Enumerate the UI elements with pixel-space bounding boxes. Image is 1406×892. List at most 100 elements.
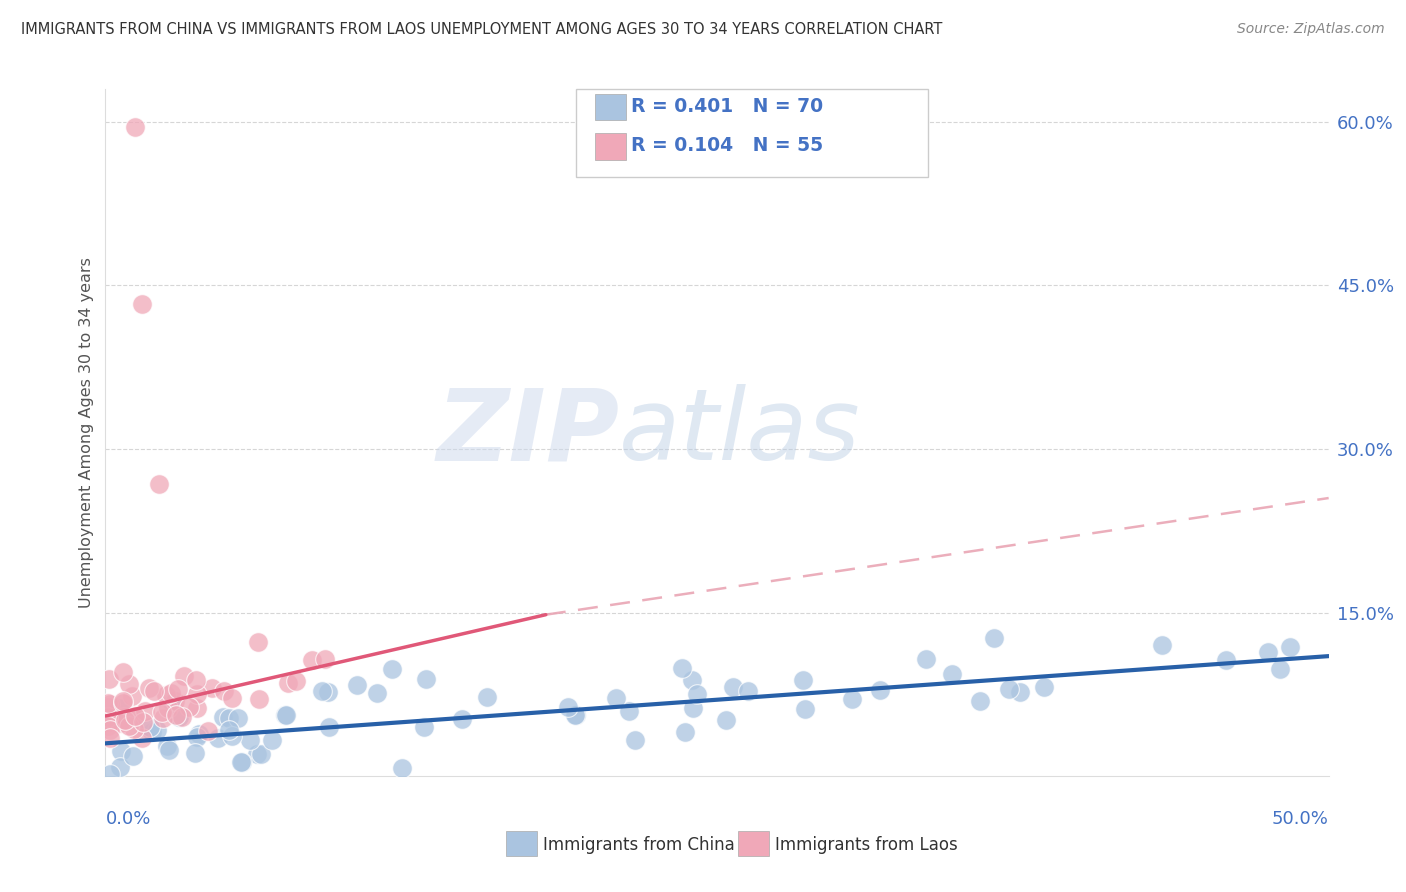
Point	[218, 723, 240, 738]
Point	[247, 635, 270, 649]
Point	[565, 707, 588, 722]
Point	[686, 687, 709, 701]
Point	[619, 704, 641, 718]
Point	[941, 666, 963, 681]
Point	[183, 746, 205, 760]
Point	[737, 683, 759, 698]
Point	[98, 672, 121, 686]
Point	[246, 747, 269, 761]
Point	[214, 684, 236, 698]
Text: 50.0%: 50.0%	[1272, 810, 1329, 829]
Text: R = 0.401   N = 70: R = 0.401 N = 70	[631, 96, 824, 116]
Point	[186, 700, 208, 714]
Point	[121, 690, 143, 704]
Point	[167, 682, 190, 697]
Point	[869, 682, 891, 697]
Point	[624, 733, 647, 747]
Point	[314, 652, 336, 666]
Point	[97, 714, 120, 729]
Point	[98, 731, 121, 746]
Point	[132, 714, 155, 729]
Point	[250, 747, 273, 762]
Point	[226, 711, 249, 725]
Point	[721, 680, 744, 694]
Point	[150, 705, 173, 719]
Point	[97, 696, 120, 710]
Point	[318, 720, 340, 734]
Text: R = 0.104   N = 55: R = 0.104 N = 55	[631, 136, 824, 155]
Point	[605, 690, 627, 705]
Point	[152, 711, 174, 725]
Point	[681, 673, 703, 687]
Text: Source: ZipAtlas.com: Source: ZipAtlas.com	[1237, 22, 1385, 37]
Point	[274, 707, 297, 722]
Point	[165, 708, 187, 723]
Point	[346, 678, 368, 692]
Point	[276, 708, 298, 723]
Point	[186, 687, 208, 701]
Point	[118, 677, 141, 691]
Text: Immigrants from China: Immigrants from China	[543, 836, 734, 854]
Point	[792, 673, 814, 687]
Point	[131, 731, 153, 745]
Point	[915, 652, 938, 666]
Point	[148, 476, 170, 491]
Point	[207, 731, 229, 745]
Point	[165, 693, 187, 707]
Point	[98, 723, 121, 737]
Point	[316, 684, 339, 698]
Point	[98, 697, 121, 711]
Point	[450, 712, 472, 726]
Point	[197, 724, 219, 739]
Point	[221, 729, 243, 743]
Point	[170, 710, 193, 724]
Point	[122, 748, 145, 763]
Point	[115, 712, 138, 726]
Text: 0.0%: 0.0%	[105, 810, 150, 829]
Point	[108, 760, 131, 774]
Point	[110, 716, 132, 731]
Point	[1279, 640, 1302, 654]
Point	[100, 767, 122, 781]
Point	[97, 709, 120, 723]
Point	[139, 720, 162, 734]
Point	[794, 702, 817, 716]
Point	[671, 661, 693, 675]
Point	[97, 719, 120, 733]
Point	[118, 719, 141, 733]
Point	[141, 725, 163, 739]
Point	[134, 704, 156, 718]
Point	[122, 722, 145, 736]
Point	[221, 690, 243, 705]
Point	[1268, 662, 1291, 676]
Y-axis label: Unemployment Among Ages 30 to 34 years: Unemployment Among Ages 30 to 34 years	[79, 257, 94, 608]
Point	[112, 694, 135, 708]
Point	[841, 692, 863, 706]
Point	[155, 689, 177, 703]
Point	[138, 681, 160, 696]
Point	[179, 699, 201, 714]
Point	[121, 709, 143, 723]
Point	[260, 732, 283, 747]
Point	[145, 723, 167, 737]
Point	[682, 701, 704, 715]
Point	[173, 669, 195, 683]
Point	[277, 676, 299, 690]
Point	[997, 682, 1019, 697]
Point	[413, 720, 436, 734]
Point	[229, 755, 252, 769]
Text: Immigrants from Laos: Immigrants from Laos	[775, 836, 957, 854]
Point	[97, 699, 120, 714]
Point	[188, 727, 211, 741]
Point	[415, 672, 437, 686]
Point	[159, 685, 181, 699]
Point	[1008, 685, 1031, 699]
Point	[111, 665, 134, 679]
Point	[114, 713, 136, 727]
Text: IMMIGRANTS FROM CHINA VS IMMIGRANTS FROM LAOS UNEMPLOYMENT AMONG AGES 30 TO 34 Y: IMMIGRANTS FROM CHINA VS IMMIGRANTS FROM…	[21, 22, 942, 37]
Point	[143, 684, 166, 698]
Point	[969, 694, 991, 708]
Point	[131, 297, 153, 311]
Point	[124, 708, 146, 723]
Point	[201, 681, 224, 695]
